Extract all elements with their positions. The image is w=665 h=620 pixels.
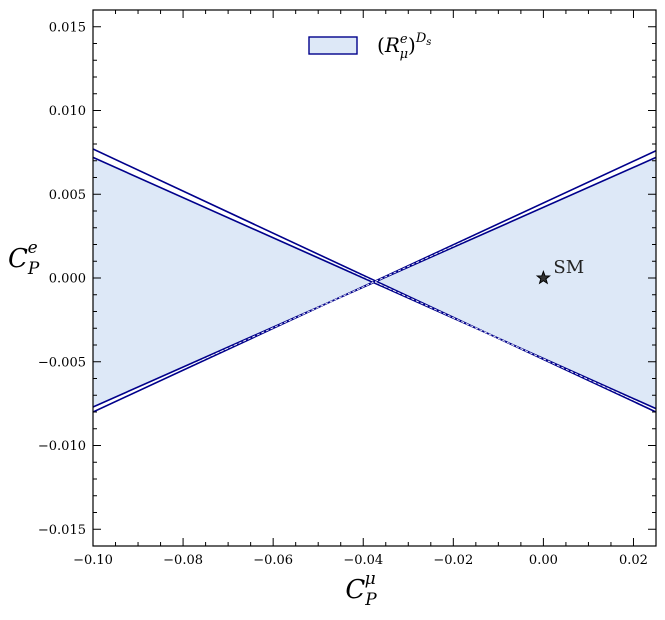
x-tick-label: −0.06 (253, 553, 293, 568)
y-tick-label: 0.010 (49, 104, 86, 119)
points-layer: SM (535, 257, 584, 285)
legend-open: ( (377, 33, 385, 57)
x-axis-title-sup: μ (365, 569, 376, 589)
y-axis-title-sup: e (28, 238, 38, 258)
tick-labels-layer: −0.10 −0.08 −0.06 −0.04 −0.02 0.00 0.02 0.015 0.… (38, 20, 648, 568)
legend-swatch (308, 36, 358, 55)
x-tick-label: −0.08 (163, 553, 203, 568)
legend-outer-sup-sub: s (426, 37, 431, 48)
region-band-dash-0 (93, 152, 656, 411)
legend: (Re μ)Ds (308, 31, 431, 62)
x-tick-label: −0.02 (433, 553, 473, 568)
legend-base: R (384, 33, 400, 57)
x-tick-label: −0.10 (73, 553, 113, 568)
y-axis-title-sub: P (27, 259, 40, 279)
region-band-dash-1 (93, 153, 656, 410)
y-axis-title: CPe (8, 238, 40, 279)
ticks-layer (92, 9, 657, 547)
x-tick-label: 0.00 (529, 553, 558, 568)
legend-sup: e (400, 32, 408, 47)
y-tick-label: 0.000 (49, 272, 86, 287)
y-axis-title-base: C (8, 244, 28, 274)
legend-outer-sup: D (415, 31, 427, 46)
legend-label: (Re μ)Ds (377, 31, 431, 62)
y-tick-label: −0.015 (38, 523, 86, 538)
sm-point-marker (535, 270, 551, 285)
legend-close: ) (408, 33, 416, 57)
x-tick-label: −0.04 (343, 553, 383, 568)
x-axis-title: CPμ (345, 569, 377, 610)
x-axis-title-base: C (345, 575, 365, 605)
region-right-wedge (374, 157, 656, 409)
region-left-wedge (93, 157, 375, 407)
x-axis-title-sub: P (364, 590, 377, 610)
sm-point-label: SM (553, 257, 584, 278)
y-tick-label: −0.005 (38, 355, 86, 370)
y-tick-label: 0.015 (49, 20, 86, 35)
y-tick-label: −0.010 (38, 439, 86, 454)
x-tick-label: 0.02 (619, 553, 648, 568)
y-tick-label: 0.005 (49, 188, 86, 203)
region-boundary-line-3 (93, 149, 656, 413)
shaded-region (93, 148, 656, 413)
legend-sub: μ (400, 47, 408, 62)
